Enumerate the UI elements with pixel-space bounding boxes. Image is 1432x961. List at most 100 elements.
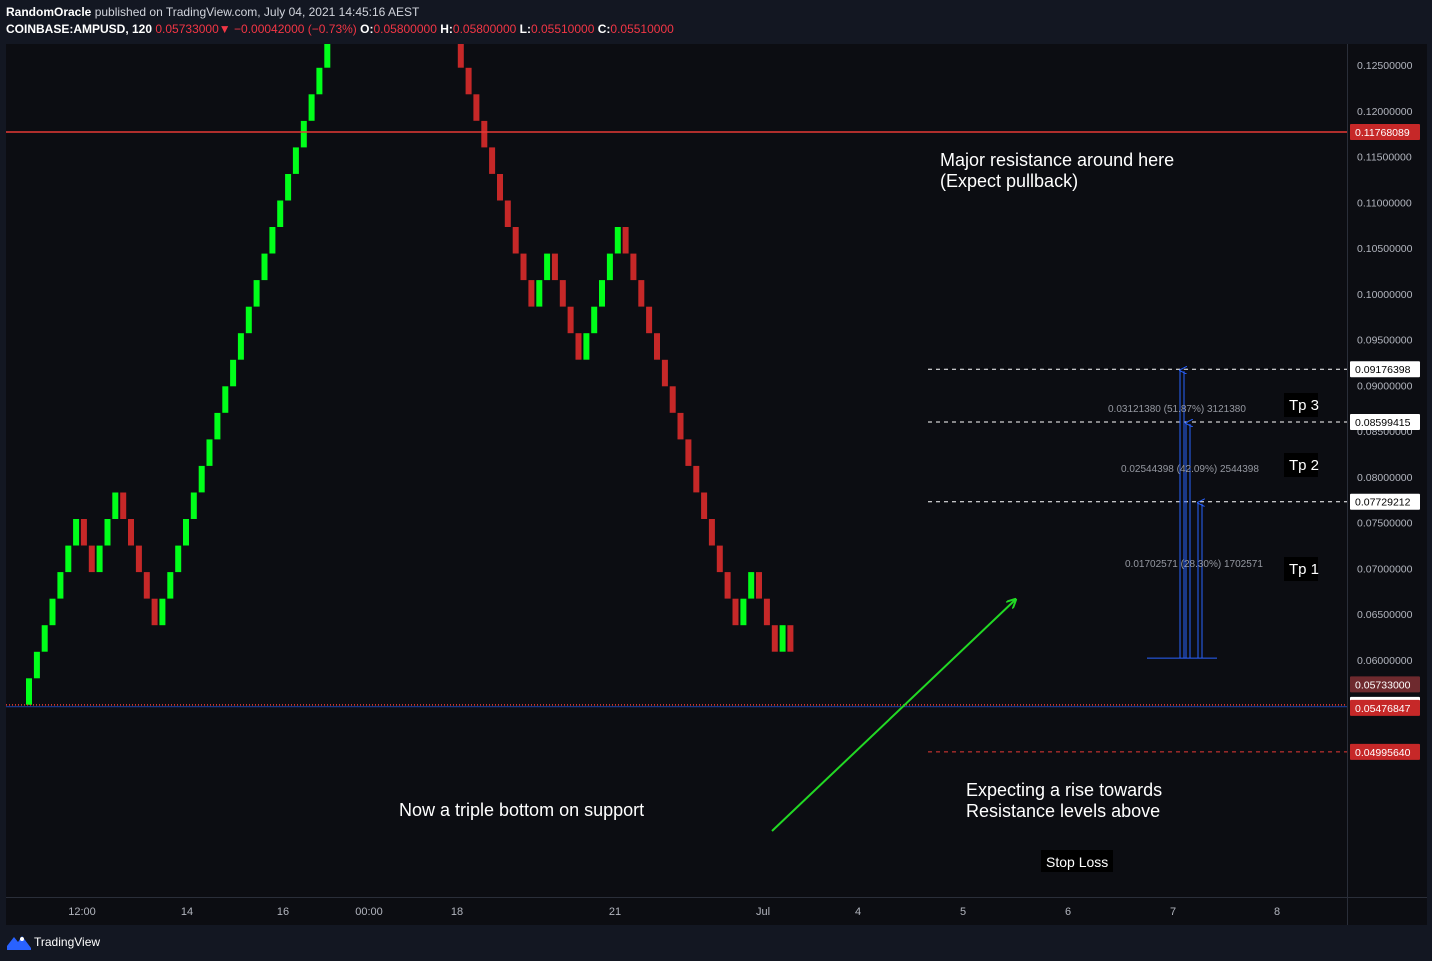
time-tick-label: Jul (756, 906, 770, 918)
publisher-name[interactable]: RandomOracle (6, 5, 92, 19)
renko-brick-up (253, 280, 260, 307)
renko-brick-up (316, 67, 323, 95)
renko-brick-down (669, 386, 676, 413)
renko-brick-down (465, 67, 472, 95)
price-tick-label: 0.08000000 (1357, 472, 1413, 484)
price-axis-labels: 0.12500000 0.12000000 0.11500000 0.11000000… (1350, 60, 1420, 760)
renko-brick-up (175, 545, 182, 573)
low-value: 0.05510000 (530, 22, 595, 36)
axis-corner (1347, 897, 1427, 926)
tp3-badge (1350, 361, 1420, 378)
tp1-label[interactable]: Tp 1 (1289, 561, 1319, 578)
time-tick-label: 5 (960, 906, 966, 918)
renko-brick-up (591, 306, 598, 334)
renko-brick-up (292, 147, 299, 174)
time-tick-label: 6 (1065, 906, 1071, 918)
renko-brick-down (630, 253, 637, 281)
tp1-badge-text: 0.07729212 (1355, 497, 1411, 509)
renko-brick-up (324, 41, 331, 68)
renko-brick-down (135, 545, 142, 573)
resistance-note-line2[interactable]: (Expect pullback) (940, 171, 1078, 191)
resistance-badge (1350, 124, 1420, 141)
renko-brick-up (277, 200, 284, 227)
publish-info: published on TradingView.com, July 04, 2… (94, 5, 420, 19)
renko-brick-down (701, 492, 708, 519)
trend-arrow[interactable] (771, 600, 1015, 832)
renko-brick-down (756, 572, 762, 599)
renko-brick-down (504, 200, 511, 227)
target-measurements (1147, 370, 1217, 659)
renko-brick-up (57, 572, 64, 599)
rise-note-line1[interactable]: Expecting a rise towards (966, 780, 1162, 800)
renko-brick-up (206, 439, 213, 466)
renko-brick-up (536, 280, 543, 307)
renko-brick-down (763, 598, 770, 626)
price-change: −0.00042000 (−0.73%) (234, 22, 357, 36)
renko-brick-up (748, 572, 755, 599)
renko-brick-down (693, 465, 700, 493)
renko-brick-up (198, 465, 205, 493)
rise-note-line2[interactable]: Resistance levels above (966, 801, 1160, 821)
renko-brick-up (614, 227, 621, 254)
renko-brick-up (583, 333, 590, 360)
support-note[interactable]: Now a triple bottom on support (399, 800, 644, 820)
tp2-label[interactable]: Tp 2 (1289, 457, 1319, 474)
tp3-label[interactable]: Tp 3 (1289, 397, 1319, 414)
renko-brick-up (230, 359, 237, 387)
tp1-label-bg (1284, 557, 1318, 581)
renko-brick-up (214, 412, 221, 440)
chart-header: RandomOracle published on TradingView.co… (0, 0, 1432, 44)
renko-brick-up (308, 94, 315, 121)
symbol-label[interactable]: COINBASE:AMPUSD, 120 (6, 22, 153, 36)
stop-loss-label[interactable]: Stop Loss (1046, 854, 1108, 870)
renko-brick-up (779, 625, 786, 652)
ohlc-line: COINBASE:AMPUSD, 120 0.05733000▼ −0.0004… (6, 22, 674, 36)
close-label: C: (597, 22, 611, 36)
stop_loss-badge (1350, 743, 1420, 760)
renko-brick-down (489, 147, 496, 174)
renko-brick-up (96, 545, 103, 573)
renko-brick-up (245, 306, 252, 334)
tp2-badge (1350, 414, 1420, 431)
renko-brick-down (151, 598, 158, 626)
renko-brick-down (724, 572, 731, 599)
renko-brick-down (567, 306, 574, 334)
renko-brick-down (622, 227, 629, 254)
tradingview-logo-icon[interactable] (7, 934, 31, 950)
measure-label-3: 0.03121380 (51.87%) 3121380 (1108, 404, 1246, 415)
renko-brick-up (26, 678, 32, 705)
close-value: 0.05510000 (610, 22, 674, 36)
renko-bricks (26, 0, 794, 705)
open-label: O: (360, 22, 374, 36)
low-price-badge-text: 0.05476847 (1355, 703, 1411, 715)
tradingview-brand[interactable]: TradingView (34, 935, 101, 949)
tp3-badge-text: 0.09176398 (1355, 364, 1411, 376)
time-axis-labels: 12:00 14 16 00:00 18 21 Jul 4 5 6 7 8 (68, 906, 1280, 918)
time-tick-label: 8 (1274, 906, 1280, 918)
renko-brick-up (49, 598, 56, 626)
chart-plot-area[interactable]: Major resistance around here (Expect pul… (6, 0, 1347, 897)
measure-label-1: 0.01702571 (28.30%) 1702571 (1125, 559, 1263, 570)
price-tick-label: 0.06500000 (1357, 609, 1413, 621)
tp2-label-bg (1284, 453, 1318, 477)
price-tick-label: 0.09500000 (1357, 335, 1413, 347)
renko-brick-down (771, 625, 778, 652)
footer (0, 925, 1432, 961)
time-axis[interactable]: 12:00 14 16 00:00 18 21 Jul 4 5 6 7 8 (6, 897, 1347, 926)
renko-brick-down (732, 598, 739, 626)
low-label: L: (519, 22, 531, 36)
renko-brick-down (80, 519, 87, 546)
price-tick-label: 0.07500000 (1357, 518, 1413, 530)
renko-brick-up (544, 253, 551, 281)
renko-brick-down (551, 253, 558, 281)
renko-brick-up (73, 519, 80, 546)
price-axis[interactable]: 0.12500000 0.12000000 0.11500000 0.11000000… (1347, 44, 1427, 897)
renko-brick-up (183, 519, 189, 546)
resistance-note-line1[interactable]: Major resistance around here (940, 150, 1174, 170)
renko-chart[interactable]: Major resistance around here (Expect pul… (6, 0, 1347, 897)
measure-label-2: 0.02544398 (42.09%) 2544398 (1121, 464, 1259, 475)
price-tick-label: 0.10000000 (1357, 289, 1413, 301)
time-tick-label: 12:00 (68, 906, 96, 918)
renko-brick-up (261, 253, 268, 281)
price-tick-label: 0.11500000 (1357, 152, 1412, 164)
